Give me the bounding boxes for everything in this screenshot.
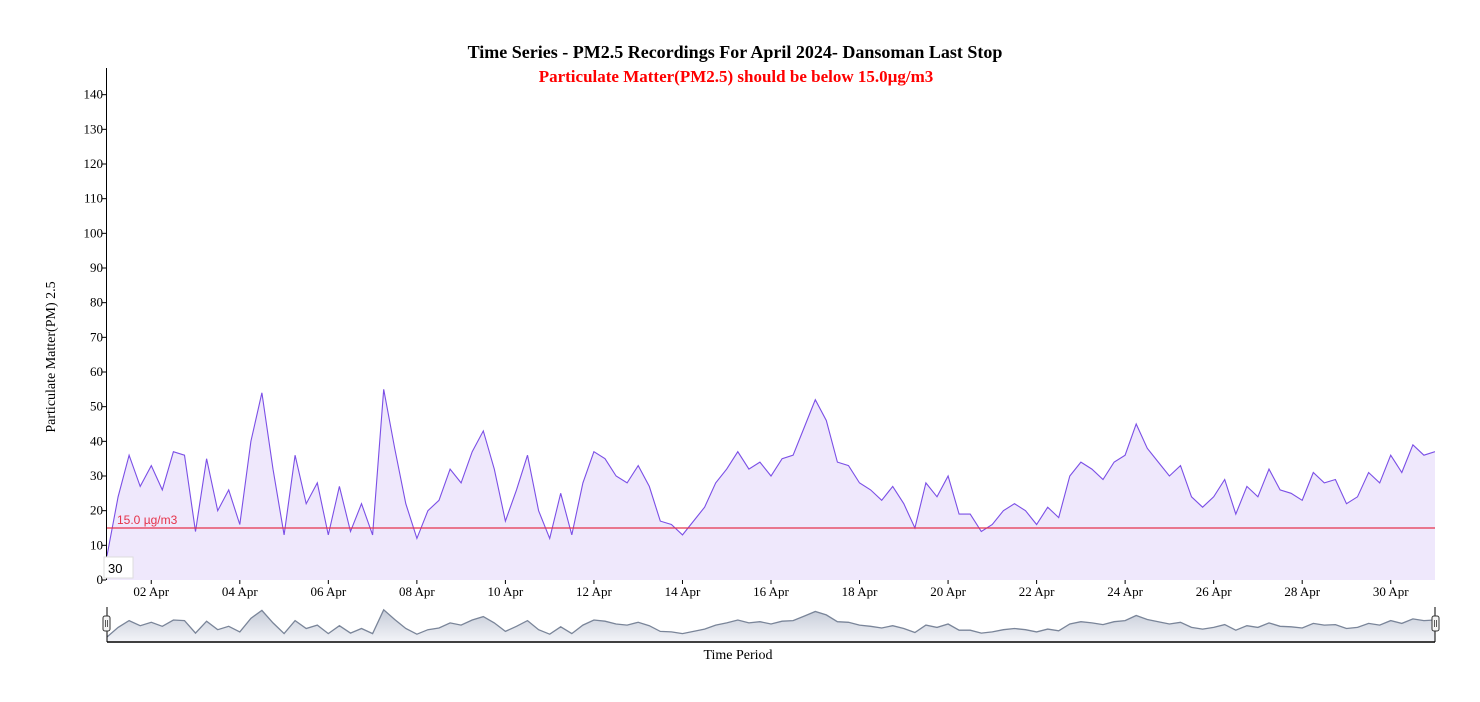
x-tick-label: 22 Apr — [1019, 584, 1055, 599]
y-tick-label: 120 — [84, 156, 104, 171]
x-tick-label: 12 Apr — [576, 584, 612, 599]
x-tick-label: 26 Apr — [1196, 584, 1232, 599]
y-axis-label: Particulate Matter(PM) 2.5 — [44, 281, 59, 432]
y-tick-label: 50 — [90, 399, 103, 414]
y-tick-label: 70 — [90, 329, 103, 344]
y-tick-label: 40 — [90, 433, 103, 448]
x-tick-label: 20 Apr — [930, 584, 966, 599]
x-tick-label: 18 Apr — [842, 584, 878, 599]
x-tick-label: 04 Apr — [222, 584, 258, 599]
x-tick-label: 28 Apr — [1284, 584, 1320, 599]
chart-title: Time Series - PM2.5 Recordings For April… — [468, 42, 1003, 62]
range-navigator[interactable] — [102, 607, 1440, 643]
series-area — [107, 389, 1435, 580]
plot-area[interactable]: 15.0 µg/m3 — [107, 389, 1435, 580]
navigator-left-handle[interactable] — [102, 615, 111, 632]
threshold-label: 15.0 µg/m3 — [117, 513, 178, 527]
focus-value-tooltip: 30 — [103, 556, 134, 579]
x-tick-label: 02 Apr — [133, 584, 169, 599]
series-line — [107, 389, 1435, 556]
y-tick-label: 110 — [84, 191, 103, 206]
y-tick-label: 10 — [90, 537, 103, 552]
y-tick-label: 80 — [90, 295, 103, 310]
y-axis-ticks: 0 10 20 30 40 50 60 70 80 90 100 110 120 130 140 — [84, 87, 106, 587]
y-tick-label: 140 — [84, 87, 104, 102]
y-tick-label: 20 — [90, 503, 103, 518]
x-tick-label: 16 Apr — [753, 584, 789, 599]
focus-value-text: 30 — [108, 561, 122, 576]
y-tick-label: 30 — [90, 468, 103, 483]
y-tick-label: 0 — [97, 572, 104, 587]
y-tick-label: 100 — [84, 225, 104, 240]
x-tick-label: 14 Apr — [665, 584, 701, 599]
x-tick-label: 08 Apr — [399, 584, 435, 599]
y-tick-label: 130 — [84, 121, 104, 136]
y-tick-label: 60 — [90, 364, 103, 379]
x-axis-label: Time Period — [703, 648, 772, 663]
y-tick-label: 90 — [90, 260, 103, 275]
x-tick-label: 30 Apr — [1373, 584, 1409, 599]
chart-subtitle: Particulate Matter(PM2.5) should be belo… — [539, 67, 934, 86]
navigator-line — [106, 608, 1436, 638]
navigator-right-handle[interactable] — [1431, 615, 1440, 632]
x-tick-label: 24 Apr — [1107, 584, 1143, 599]
x-tick-label: 06 Apr — [310, 584, 346, 599]
x-tick-label: 10 Apr — [488, 584, 524, 599]
x-axis-ticks: 02 Apr 04 Apr 06 Apr 08 Apr 10 Apr 12 Apr 14 A… — [133, 580, 1409, 599]
navigator-area — [107, 609, 1435, 641]
